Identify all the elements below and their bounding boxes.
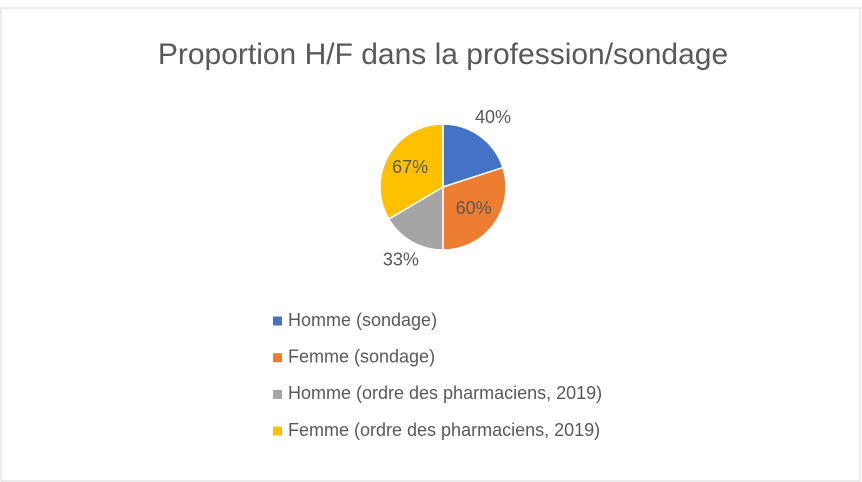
legend-swatch [273, 353, 282, 363]
data-label: 60% [456, 198, 492, 218]
legend-label: Femme (ordre des pharmaciens, 2019) [288, 420, 600, 440]
pie-slice [387, 185, 444, 251]
legend-swatch [273, 316, 282, 326]
data-label: 33% [383, 250, 419, 270]
legend-label: Femme (sondage) [288, 346, 435, 366]
data-label: 67% [392, 157, 428, 177]
legend-label: Homme (ordre des pharmaciens, 2019) [288, 383, 602, 403]
pie-slice [379, 123, 444, 221]
legend-swatch [273, 389, 282, 399]
data-label: 40% [475, 107, 511, 127]
pie-slice [442, 123, 504, 189]
legend-label: Homme (sondage) [288, 310, 437, 330]
legend-swatch [273, 426, 282, 436]
chart-title: Proportion H/F dans la profession/sondag… [158, 38, 728, 71]
pie-slice [442, 166, 507, 251]
